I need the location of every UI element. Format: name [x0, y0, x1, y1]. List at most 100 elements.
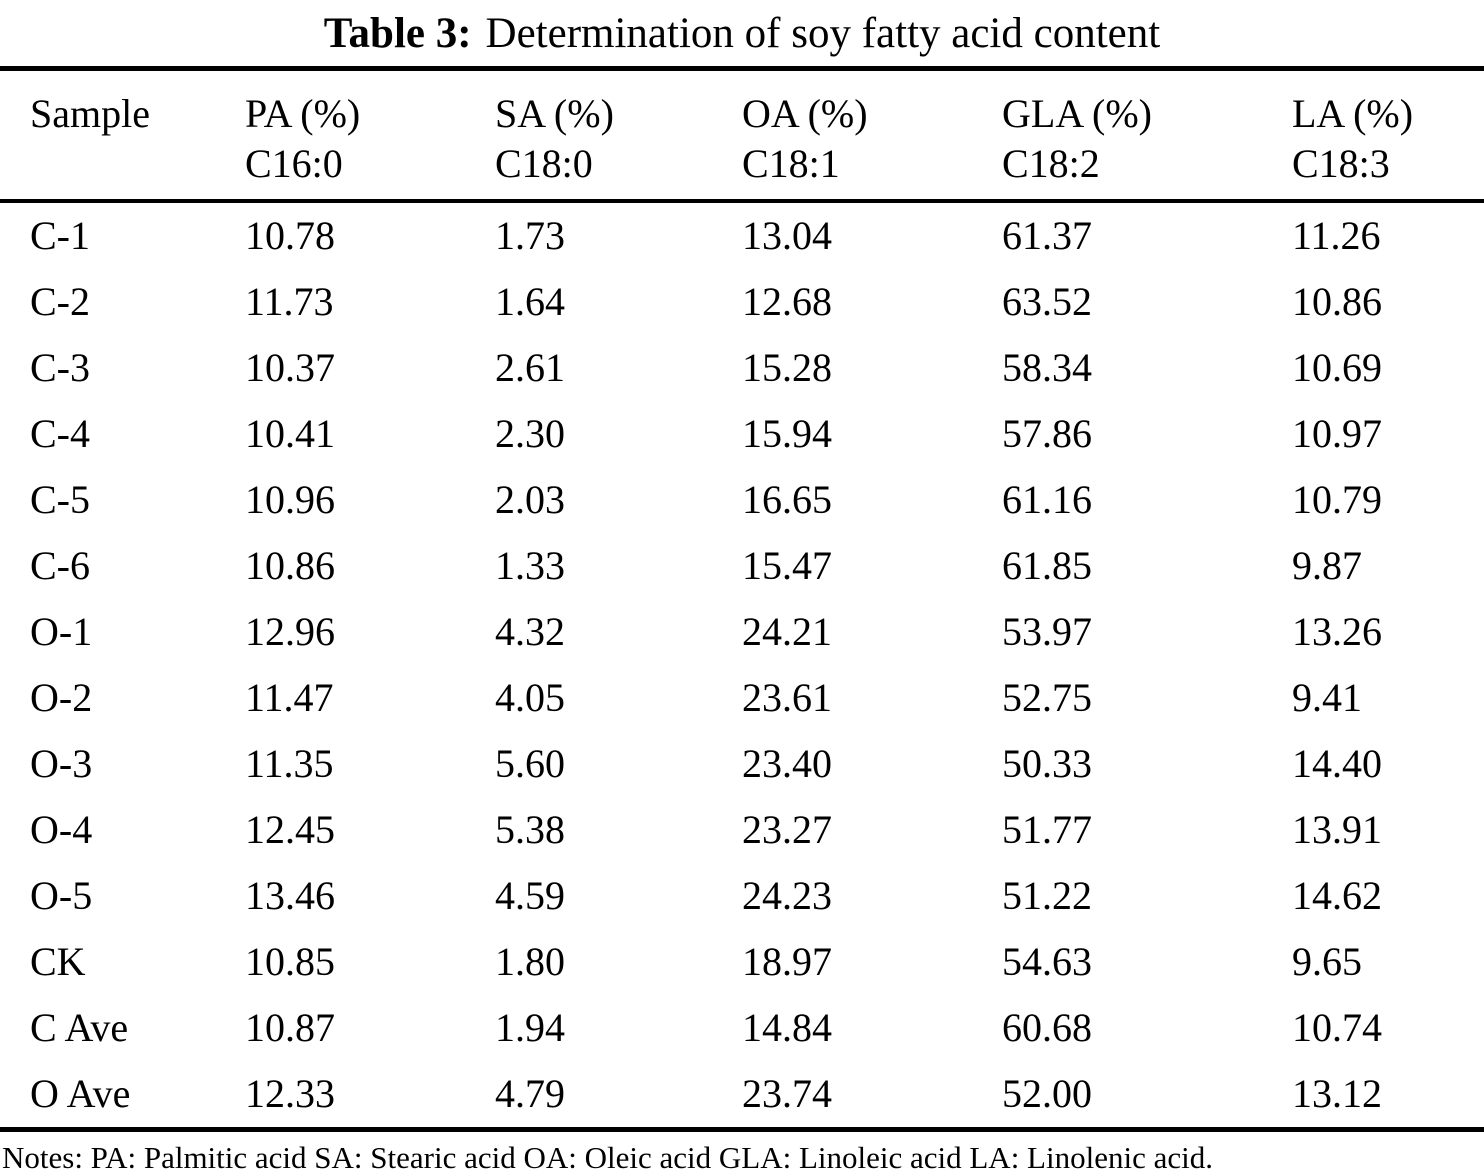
- table-row: C-4 10.41 2.30 15.94 57.86 10.97: [0, 401, 1484, 467]
- value-cell: 4.79: [495, 1071, 565, 1116]
- value-cell: 11.73: [245, 279, 334, 324]
- table-row: C Ave 10.87 1.94 14.84 60.68 10.74: [0, 995, 1484, 1061]
- value-cell: 60.68: [1002, 1005, 1092, 1050]
- value-cell: 15.28: [742, 345, 832, 390]
- value-cell: 23.61: [742, 675, 832, 720]
- value-cell: 1.64: [495, 279, 565, 324]
- table-row: O Ave 12.33 4.79 23.74 52.00 13.12: [0, 1061, 1484, 1130]
- table-row: C-5 10.96 2.03 16.65 61.16 10.79: [0, 467, 1484, 533]
- sample-cell: C-4: [30, 411, 90, 456]
- value-cell: 14.62: [1292, 873, 1382, 918]
- value-cell: 23.74: [742, 1071, 832, 1116]
- table-row: C-2 11.73 1.64 12.68 63.52 10.86: [0, 269, 1484, 335]
- column-header-la: LA (%) C18:3: [1292, 68, 1484, 203]
- value-cell: 11.35: [245, 741, 334, 786]
- column-name: Sample: [30, 91, 150, 136]
- table-notes: Notes: PA: Palmitic acid SA: Stearic aci…: [2, 1140, 1213, 1173]
- value-cell: 61.37: [1002, 213, 1092, 258]
- column-name: PA (%): [245, 91, 361, 136]
- value-cell: 12.96: [245, 609, 335, 654]
- value-cell: 12.45: [245, 807, 335, 852]
- value-cell: 11.26: [1292, 213, 1381, 258]
- value-cell: 58.34: [1002, 345, 1092, 390]
- value-cell: 18.97: [742, 939, 832, 984]
- column-subname: [30, 139, 245, 189]
- value-cell: 13.12: [1292, 1071, 1382, 1116]
- value-cell: 23.27: [742, 807, 832, 852]
- column-header-gla: GLA (%) C18:2: [1002, 68, 1292, 203]
- value-cell: 13.46: [245, 873, 335, 918]
- value-cell: 2.30: [495, 411, 565, 456]
- column-subname: C16:0: [245, 141, 343, 186]
- value-cell: 4.32: [495, 609, 565, 654]
- value-cell: 61.85: [1002, 543, 1092, 588]
- value-cell: 10.79: [1292, 477, 1382, 522]
- sample-cell: O-3: [30, 741, 93, 786]
- sample-cell: O-4: [30, 807, 93, 852]
- column-header-sa: SA (%) C18:0: [495, 68, 742, 203]
- value-cell: 5.60: [495, 741, 565, 786]
- column-header-oa: OA (%) C18:1: [742, 68, 1002, 203]
- value-cell: 1.73: [495, 213, 565, 258]
- value-cell: 12.33: [245, 1071, 335, 1116]
- value-cell: 10.86: [245, 543, 335, 588]
- value-cell: 9.65: [1292, 939, 1362, 984]
- value-cell: 4.05: [495, 675, 565, 720]
- column-name: OA (%): [742, 91, 868, 136]
- sample-cell: CK: [30, 939, 86, 984]
- table-caption: Table 3: Determination of soy fatty acid …: [0, 0, 1484, 66]
- value-cell: 1.33: [495, 543, 565, 588]
- value-cell: 53.97: [1002, 609, 1092, 654]
- value-cell: 4.59: [495, 873, 565, 918]
- value-cell: 10.87: [245, 1005, 335, 1050]
- sample-cell: C-5: [30, 477, 90, 522]
- sample-cell: O-5: [30, 873, 93, 918]
- column-subname: C18:3: [1292, 141, 1390, 186]
- sample-cell: C-3: [30, 345, 90, 390]
- value-cell: 51.22: [1002, 873, 1092, 918]
- table-body: C-1 10.78 1.73 13.04 61.37 11.26 C-2 11.73 1.64 1…: [0, 201, 1484, 1130]
- value-cell: 13.26: [1292, 609, 1382, 654]
- value-cell: 1.94: [495, 1005, 565, 1050]
- value-cell: 51.77: [1002, 807, 1092, 852]
- value-cell: 9.87: [1292, 543, 1362, 588]
- value-cell: 10.96: [245, 477, 335, 522]
- value-cell: 12.68: [742, 279, 832, 324]
- sample-cell: C-2: [30, 279, 90, 324]
- column-name: GLA (%): [1002, 91, 1152, 136]
- value-cell: 10.78: [245, 213, 335, 258]
- value-cell: 14.40: [1292, 741, 1382, 786]
- value-cell: 52.00: [1002, 1071, 1092, 1116]
- value-cell: 50.33: [1002, 741, 1092, 786]
- header-row: Sample PA (%) C16:0 SA (%) C18:0 OA (%) …: [0, 68, 1484, 203]
- table-row: CK 10.85 1.80 18.97 54.63 9.65: [0, 929, 1484, 995]
- sample-cell: C-6: [30, 543, 90, 588]
- table-row: O-5 13.46 4.59 24.23 51.22 14.62: [0, 863, 1484, 929]
- value-cell: 15.47: [742, 543, 832, 588]
- value-cell: 14.84: [742, 1005, 832, 1050]
- fatty-acid-table: Sample PA (%) C16:0 SA (%) C18:0 OA (%) …: [0, 66, 1484, 1132]
- sample-cell: O-2: [30, 675, 93, 720]
- value-cell: 13.91: [1292, 807, 1382, 852]
- column-name: LA (%): [1292, 91, 1414, 136]
- value-cell: 10.41: [245, 411, 335, 456]
- table-row: O-1 12.96 4.32 24.21 53.97 13.26: [0, 599, 1484, 665]
- value-cell: 10.86: [1292, 279, 1382, 324]
- table-caption-label: Table 3:: [323, 10, 472, 57]
- value-cell: 10.85: [245, 939, 335, 984]
- value-cell: 15.94: [742, 411, 832, 456]
- value-cell: 24.21: [742, 609, 832, 654]
- table-row: C-3 10.37 2.61 15.28 58.34 10.69: [0, 335, 1484, 401]
- sample-cell: O Ave: [30, 1071, 131, 1116]
- table-row: C-6 10.86 1.33 15.47 61.85 9.87: [0, 533, 1484, 599]
- value-cell: 10.37: [245, 345, 335, 390]
- sample-cell: C Ave: [30, 1005, 129, 1050]
- value-cell: 2.61: [495, 345, 565, 390]
- table-caption-text: Determination of soy fatty acid content: [485, 10, 1161, 57]
- value-cell: 63.52: [1002, 279, 1092, 324]
- table-row: O-3 11.35 5.60 23.40 50.33 14.40: [0, 731, 1484, 797]
- table-row: O-4 12.45 5.38 23.27 51.77 13.91: [0, 797, 1484, 863]
- value-cell: 2.03: [495, 477, 565, 522]
- value-cell: 11.47: [245, 675, 334, 720]
